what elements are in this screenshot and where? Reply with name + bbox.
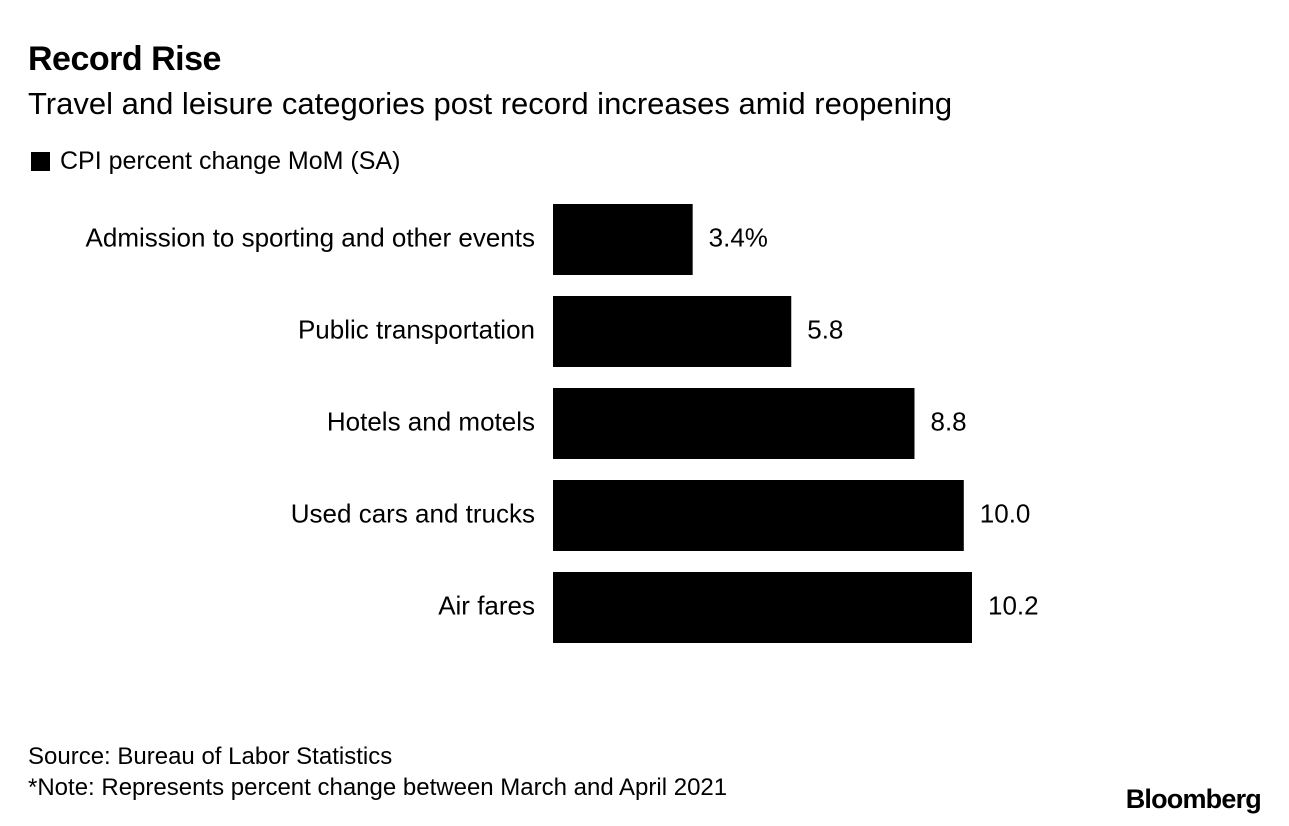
category-label: Hotels and motels [327, 406, 535, 436]
footnote: *Note: Represents percent change between… [28, 774, 728, 801]
bar [553, 296, 792, 367]
bar [553, 480, 964, 551]
legend-label: CPI percent change MoM (SA) [60, 147, 401, 175]
bar [553, 572, 972, 643]
category-label: Air fares [438, 590, 535, 620]
data-label: 8.8 [930, 406, 966, 436]
bar [553, 204, 693, 275]
data-label: 5.8 [807, 314, 843, 344]
data-label: 10.0 [980, 498, 1031, 528]
category-label: Public transportation [298, 314, 535, 344]
chart-title: Record Rise [28, 40, 221, 78]
bar-chart: Admission to sporting and other events 3.… [86, 204, 1039, 643]
chart-subtitle: Travel and leisure categories post recor… [28, 86, 953, 121]
bar [553, 388, 915, 459]
data-label: 3.4% [709, 222, 768, 252]
legend-swatch [31, 152, 50, 171]
source-note: Source: Bureau of Labor Statistics [28, 743, 393, 770]
category-label: Used cars and trucks [291, 498, 535, 528]
footnotes: Source: Bureau of Labor Statistics *Note… [28, 741, 727, 803]
bloomberg-logo: Bloomberg [1125, 784, 1262, 814]
category-label: Admission to sporting and other events [86, 222, 535, 252]
data-label: 10.2 [988, 590, 1039, 620]
legend: CPI percent change MoM (SA) [31, 147, 400, 176]
